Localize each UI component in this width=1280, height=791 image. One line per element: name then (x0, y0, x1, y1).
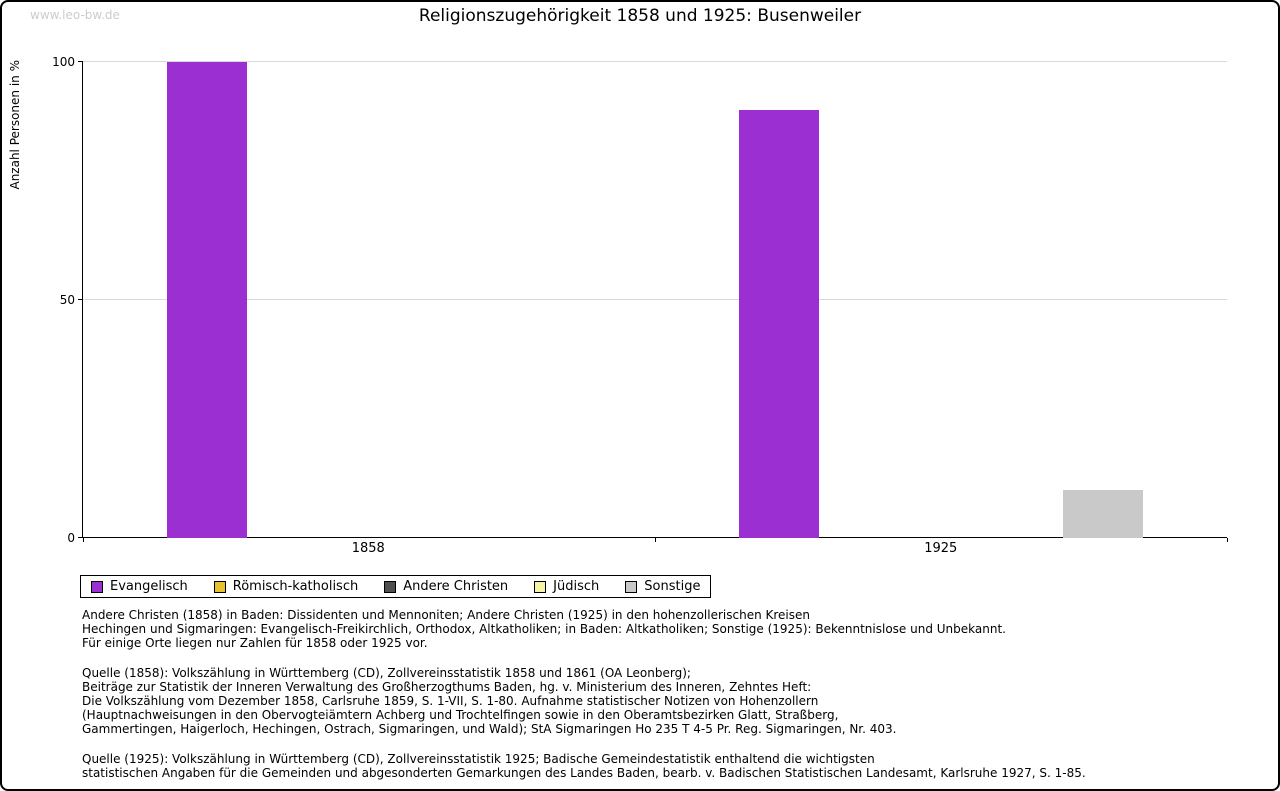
bar-group-1858 (83, 62, 655, 538)
legend-swatch-evangelisch (91, 580, 103, 593)
bar-group-1925 (655, 62, 1227, 538)
x-tick-mark-0 (83, 538, 84, 542)
x-axis-line (83, 537, 1227, 538)
gridline-100 (83, 61, 1227, 62)
legend-label-r-misch-katholisch: Römisch-katholisch (232, 579, 359, 594)
chart-title: Religionszugehörigkeit 1858 und 1925: Bu… (418, 6, 862, 26)
legend-swatch-andere-christen (384, 580, 397, 593)
footnotes: Andere Christen (1858) in Baden: Disside… (82, 608, 1248, 789)
bar-1925-evangelisch (739, 109, 819, 538)
watermark: www.leo-bw.de (30, 8, 120, 22)
legend-item-evangelisch: Evangelisch (91, 579, 188, 594)
legend-label-andere-christen: Andere Christen (403, 579, 509, 594)
legend: Evangelisch Römisch-katholisch Andere Chri… (80, 575, 712, 598)
legend-label-sonstige: Sonstige (644, 579, 701, 594)
gridline-50 (83, 299, 1227, 300)
bar-1858-evangelisch (167, 62, 247, 538)
y-tick-mark-50 (78, 299, 83, 300)
x-tick-mark-50 (655, 538, 656, 542)
footnote-source-1925: Quelle (1925): Volkszählung in Württembe… (82, 752, 1086, 781)
x-axis-labels: 1858 1925 (82, 541, 1227, 556)
y-tick-mark-100 (78, 61, 83, 62)
y-tick-label-0: 0 (67, 531, 75, 545)
legend-item-j-disch: Jüdisch (534, 579, 599, 594)
legend-swatch-r-misch-katholisch (213, 580, 226, 593)
legend-item-sonstige: Sonstige (625, 579, 700, 594)
y-tick-label-100: 100 (52, 55, 75, 69)
bar-1925-sonstige (1063, 490, 1143, 538)
x-tick-mark-100 (1227, 538, 1228, 542)
footnote-definitions: Andere Christen (1858) in Baden: Disside… (82, 608, 1006, 651)
legend-swatch-sonstige (625, 580, 638, 593)
legend-item-andere-christen: Andere Christen (384, 579, 508, 594)
legend-swatch-j-disch (534, 580, 547, 593)
bar-groups (83, 62, 1227, 538)
legend-item-r-misch-katholisch: Römisch-katholisch (213, 579, 359, 594)
y-axis-label: Anzahl Personen in % (8, 60, 22, 190)
footnote-source-1858: Quelle (1858): Volkszählung in Württembe… (82, 666, 897, 737)
y-tick-label-50: 50 (59, 293, 75, 307)
legend-label-evangelisch: Evangelisch (110, 579, 188, 594)
x-tick-label-1858: 1858 (351, 541, 385, 556)
x-tick-label-1925: 1925 (924, 541, 958, 556)
y-tick-mark-0 (78, 537, 83, 538)
legend-label-j-disch: Jüdisch (553, 579, 600, 594)
plot-area: 0 50 100 (52, 55, 1228, 545)
